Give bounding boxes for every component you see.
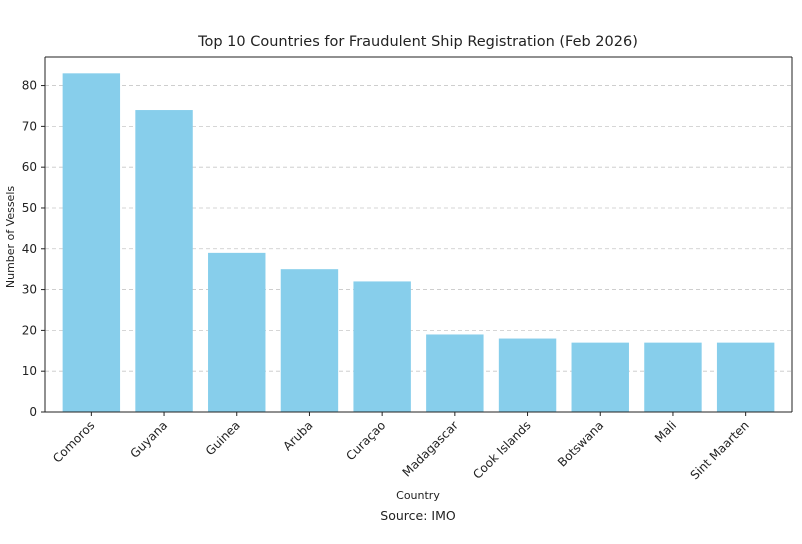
bar — [353, 281, 411, 412]
x-tick-label: Aruba — [280, 418, 315, 453]
bars — [62, 73, 775, 413]
x-tick-label: Mali — [652, 418, 679, 445]
bar — [62, 73, 121, 412]
x-tick-label: Curaçao — [343, 418, 388, 463]
y-tick-label: 40 — [22, 242, 37, 256]
x-tick-label: Guinea — [203, 418, 243, 458]
bar — [135, 110, 193, 413]
x-tick-label: Madagascar — [400, 418, 461, 479]
x-tick-label: Comoros — [50, 418, 97, 465]
axes — [44, 56, 793, 413]
y-tick-label: 80 — [22, 79, 37, 93]
bar — [571, 342, 629, 412]
y-tick-label: 30 — [22, 283, 37, 297]
bar — [498, 338, 557, 412]
x-tick-label: Cook Islands — [470, 418, 533, 481]
bar — [208, 252, 266, 412]
bar — [280, 269, 339, 412]
x-axis-label: Country — [396, 489, 440, 502]
bar — [716, 342, 775, 412]
y-axis-label: Number of Vessels — [4, 186, 17, 289]
y-tick-label: 20 — [22, 323, 37, 337]
grid-lines — [45, 85, 792, 372]
x-tick-label: Botswana — [555, 418, 606, 469]
x-tick-label: Guyana — [128, 418, 171, 461]
x-axis-ticks: Comoros Guyana Guinea Aruba Curaçao Madagasca… — [50, 412, 752, 482]
chart-title: Top 10 Countries for Fraudulent Ship Reg… — [197, 34, 638, 50]
y-tick-label: 60 — [22, 160, 37, 174]
x-tick-label: Sint Maarten — [688, 418, 752, 482]
y-tick-label: 0 — [29, 405, 37, 419]
bar — [644, 342, 702, 412]
y-axis-ticks: 0 10 20 30 40 50 60 70 80 — [22, 79, 45, 419]
y-tick-label: 50 — [22, 201, 37, 215]
bar — [426, 334, 484, 412]
y-tick-label: 70 — [22, 119, 37, 133]
y-tick-label: 10 — [22, 364, 37, 378]
source-note: Source: IMO — [380, 508, 456, 523]
